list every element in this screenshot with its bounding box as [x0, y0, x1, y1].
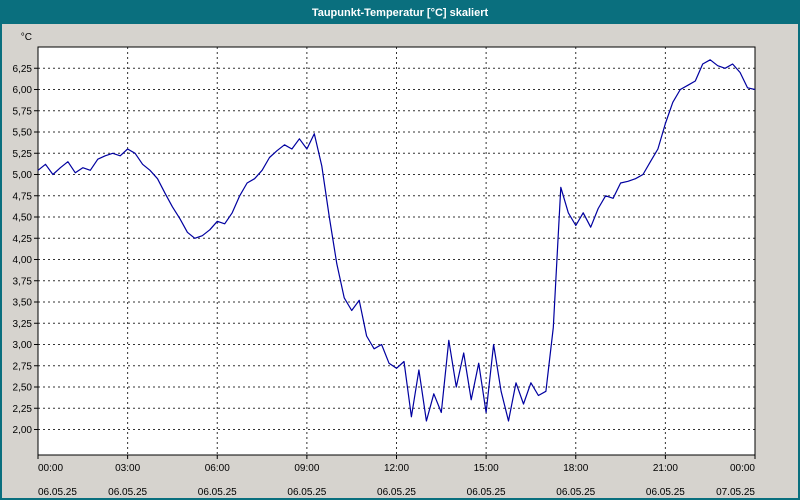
y-tick-label: 3,25 [13, 319, 33, 330]
dew-point-series-line [37, 59, 756, 422]
x-tick-label: 15:00 [474, 463, 499, 474]
y-tick-label: 4,50 [13, 213, 33, 224]
y-tick-label: 6,25 [13, 64, 33, 75]
x-tick-label: 06:00 [205, 463, 230, 474]
y-tick-label: 2,75 [13, 361, 33, 372]
y-tick-label: 3,00 [13, 340, 33, 351]
y-tick-label: 4,00 [13, 255, 33, 266]
y-tick-label: 2,50 [13, 383, 33, 394]
x-tick-label: 09:00 [294, 463, 319, 474]
x-date-label: 06.05.25 [287, 487, 326, 498]
x-tick-label: 03:00 [115, 463, 140, 474]
y-tick-label: 2,00 [13, 425, 33, 436]
y-tick-label: 6,00 [13, 85, 33, 96]
x-tick-label: 21:00 [653, 463, 678, 474]
x-tick-label: 00:00 [730, 463, 755, 474]
y-tick-label: 5,50 [13, 128, 33, 139]
y-tick-label: 3,75 [13, 276, 33, 287]
y-tick-label: 3,50 [13, 298, 33, 309]
x-date-label: 06.05.25 [198, 487, 237, 498]
x-tick-label: 00:00 [38, 463, 63, 474]
x-date-label: 06.05.25 [556, 487, 595, 498]
plot-border [37, 46, 756, 456]
x-date-label: 06.05.25 [646, 487, 685, 498]
x-tick-label: 18:00 [563, 463, 588, 474]
y-tick-label: 2,25 [13, 404, 33, 415]
y-tick-label: 5,75 [13, 106, 33, 117]
y-tick-label: 4,25 [13, 234, 33, 245]
x-date-label: 06.05.25 [467, 487, 506, 498]
x-tick-label: 12:00 [384, 463, 409, 474]
y-tick-label: 5,25 [13, 149, 33, 160]
x-date-label: 07.05.25 [716, 487, 755, 498]
y-tick-label: 5,00 [13, 170, 33, 181]
x-date-label: 06.05.25 [377, 487, 416, 498]
x-date-label: 06.05.25 [108, 487, 147, 498]
y-axis-unit-label: °C [21, 32, 32, 43]
chart-title-bar: Taupunkt-Temperatur [°C] skaliert [2, 2, 798, 24]
dew-point-line-chart: 6,25 6,00 5,75 5,50 5,25 5,00 4,75 4,50 4,25 4,00… [2, 24, 798, 498]
x-date-label: 06.05.25 [38, 487, 77, 498]
y-tick-label: 4,75 [13, 191, 33, 202]
